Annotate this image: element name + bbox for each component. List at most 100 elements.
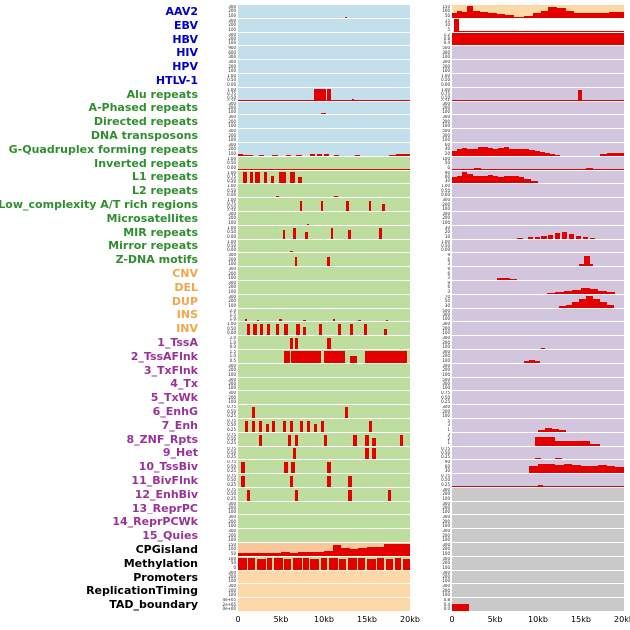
y-tick-label: 200 bbox=[228, 587, 236, 593]
data-bar bbox=[482, 146, 489, 156]
y-axis-right: 1.00 0.50 0.00 bbox=[410, 184, 452, 197]
x-axis-spacer-label bbox=[0, 612, 202, 627]
y-tick-label: 0.00 bbox=[227, 192, 236, 198]
track-row: HIV 900 600 300 500 300 100 bbox=[0, 46, 630, 60]
data-bar bbox=[581, 288, 590, 294]
data-bar bbox=[453, 19, 459, 32]
y-axis-left: 300 200 100 bbox=[202, 364, 238, 377]
y-tick-label: 0.75 bbox=[227, 405, 236, 410]
data-bar bbox=[508, 148, 514, 156]
track-label: 15_Quies bbox=[0, 529, 202, 542]
track-label: 5_TxWk bbox=[0, 391, 202, 404]
y-tick-label: 200 bbox=[228, 270, 236, 276]
y-tick-label: 100 bbox=[228, 399, 236, 405]
data-bar bbox=[403, 154, 410, 156]
y-tick-label: 300 bbox=[228, 101, 236, 106]
y-tick-label: 100 bbox=[228, 302, 236, 308]
data-bar bbox=[517, 237, 523, 239]
y-tick-label: 0.75 bbox=[441, 90, 450, 96]
data-bar bbox=[313, 424, 317, 432]
track-label: 10_TssBiv bbox=[0, 460, 202, 473]
y-tick-label: 2.0 bbox=[229, 336, 236, 341]
y-tick-label: 0.25 bbox=[227, 468, 236, 474]
data-bar bbox=[574, 12, 583, 18]
data-bar bbox=[320, 558, 328, 570]
y-tick-label: 100 bbox=[442, 330, 450, 336]
y-tick-label: 100 bbox=[442, 385, 450, 391]
track-label: 7_Enh bbox=[0, 419, 202, 432]
y-tick-label: 0 bbox=[233, 564, 236, 570]
y-tick-label: 100 bbox=[228, 546, 236, 552]
data-bar bbox=[267, 558, 273, 570]
y-axis-right: 1.000.750.500.250.00 bbox=[410, 88, 452, 101]
y-axis-right: 300 200 100 bbox=[410, 529, 452, 542]
track-label-text: 13_ReprPC bbox=[131, 501, 198, 515]
data-bar bbox=[368, 200, 372, 211]
data-bar bbox=[519, 148, 525, 156]
data-bar bbox=[589, 466, 599, 474]
x-axis-left: 0 5kb 10kb 15kb 20kb bbox=[235, 612, 419, 627]
y-tick-label: 300 bbox=[228, 267, 236, 272]
left-panel bbox=[238, 322, 410, 336]
y-tick-label: 1.0 bbox=[229, 339, 236, 345]
data-bar bbox=[258, 168, 263, 170]
data-bar bbox=[241, 462, 245, 474]
left-panel bbox=[238, 308, 410, 322]
data-bar bbox=[351, 99, 355, 101]
data-bar bbox=[298, 552, 307, 556]
data-bar bbox=[579, 299, 587, 308]
y-tick-label: 100 bbox=[228, 578, 236, 584]
data-bar bbox=[354, 155, 361, 156]
y-tick-label: 200 bbox=[228, 132, 236, 138]
data-bar bbox=[272, 154, 278, 156]
y-tick-label: 0.00 bbox=[227, 81, 236, 87]
track-label-text: 14_ReprPCWk bbox=[112, 515, 198, 529]
y-tick-label: 300 bbox=[442, 515, 450, 520]
y-tick-label: 200 bbox=[228, 8, 236, 14]
data-bar bbox=[544, 152, 551, 156]
y-tick-label: 300 bbox=[442, 322, 450, 327]
y-tick-label: 0.50 bbox=[227, 463, 236, 469]
track-label-text: DNA transposons bbox=[90, 129, 198, 142]
data-bar bbox=[472, 175, 478, 184]
data-bar bbox=[281, 552, 290, 556]
right-panel bbox=[452, 129, 624, 142]
y-axis-right: 70 50 30 bbox=[410, 295, 452, 308]
y-tick-label: 100 bbox=[442, 343, 450, 349]
y-tick-label: 100 bbox=[228, 371, 236, 377]
y-tick-label: 0.50 bbox=[441, 94, 450, 100]
left-panel bbox=[238, 280, 410, 294]
right-panel bbox=[452, 156, 624, 170]
data-bar bbox=[289, 552, 299, 556]
track-row: MIR repeats 1.00 0.50 0.00 30 20 10 bbox=[0, 225, 630, 239]
data-bar bbox=[452, 604, 470, 612]
y-tick-label: 300 bbox=[228, 280, 236, 285]
y-tick-label: 3 bbox=[447, 422, 450, 428]
right-panel bbox=[452, 170, 624, 184]
data-bar bbox=[258, 420, 262, 432]
y-tick-label: 100 bbox=[228, 123, 236, 129]
right-panel bbox=[452, 336, 624, 349]
data-bar bbox=[472, 10, 480, 18]
y-tick-label: 200 bbox=[442, 201, 450, 207]
data-bar bbox=[529, 466, 538, 474]
y-tick-label: 100 bbox=[228, 12, 236, 18]
y-tick-label: 100 bbox=[442, 109, 450, 115]
right-panel bbox=[452, 570, 624, 584]
data-bar bbox=[401, 99, 405, 101]
y-axis-left: 1.00 0.50 0.00 bbox=[202, 226, 238, 239]
track-label: 11_BivFlnk bbox=[0, 474, 202, 487]
data-bar bbox=[310, 558, 319, 570]
y-tick-label: 0.75 bbox=[441, 391, 450, 396]
data-bar bbox=[303, 319, 306, 322]
y-tick-label: 100 bbox=[228, 40, 236, 46]
data-bar bbox=[246, 324, 250, 336]
data-bar bbox=[462, 12, 468, 18]
y-tick-label: 1.00 bbox=[227, 87, 236, 92]
track-label-text: Z-DNA motifs bbox=[115, 253, 198, 267]
y-axis-left: 300 200 100 bbox=[202, 102, 238, 115]
y-axis-left: 1.00 0.50 0.00 bbox=[202, 184, 238, 197]
y-tick-label: 0.25 bbox=[227, 495, 236, 501]
data-bar bbox=[367, 547, 376, 556]
data-bar bbox=[310, 154, 316, 156]
